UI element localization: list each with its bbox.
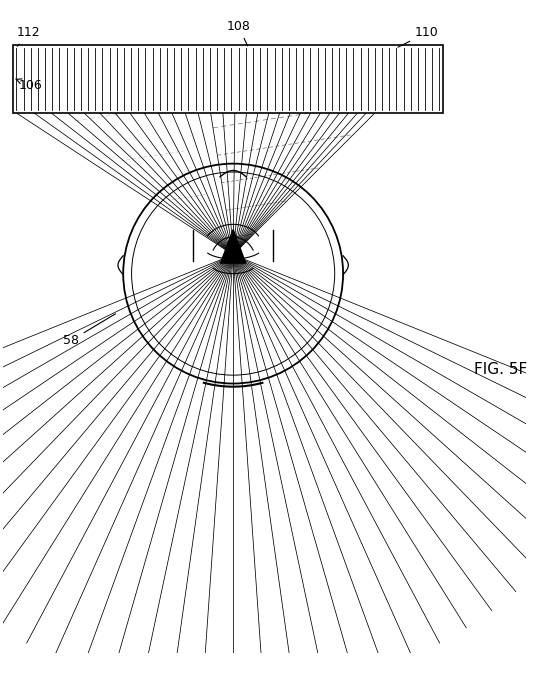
Text: 108: 108 bbox=[226, 20, 250, 46]
Text: 106: 106 bbox=[16, 79, 42, 91]
Text: 58: 58 bbox=[63, 313, 116, 347]
Text: FIG. 5F: FIG. 5F bbox=[473, 362, 527, 377]
Text: 112: 112 bbox=[17, 26, 41, 46]
Polygon shape bbox=[220, 230, 246, 263]
Bar bbox=[13, 45, 442, 113]
Text: 110: 110 bbox=[398, 26, 439, 47]
